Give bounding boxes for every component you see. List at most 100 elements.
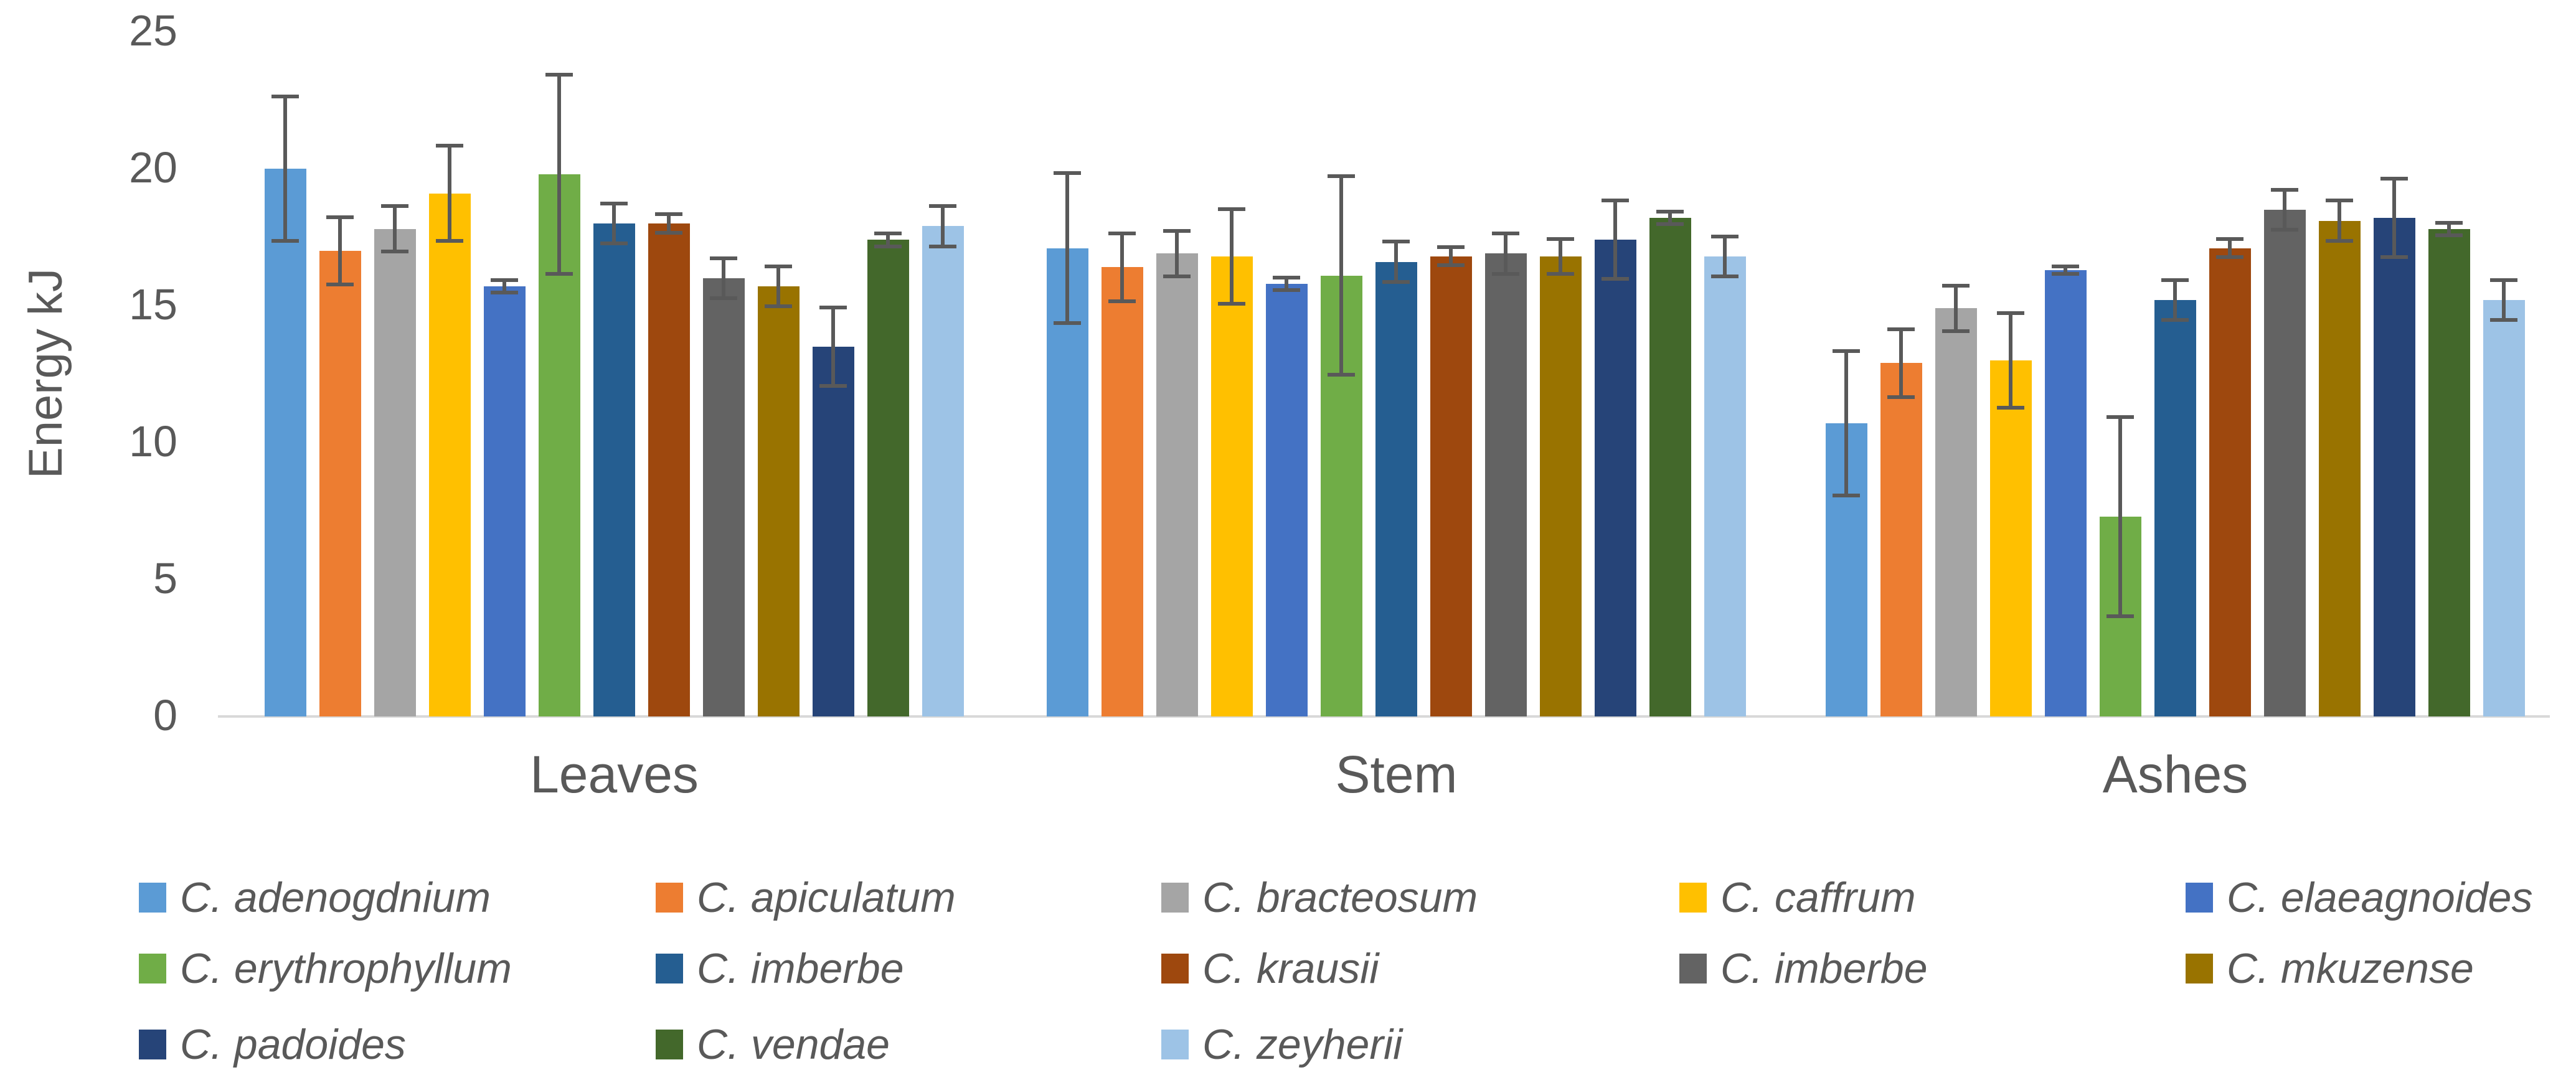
bar-series-9 (1485, 253, 1527, 716)
error-bar-cap-bottom (1997, 406, 2024, 410)
error-bar (2228, 237, 2232, 260)
bar-series-5 (2045, 270, 2087, 716)
plot-area (218, 32, 2550, 718)
bar-slot (319, 32, 361, 716)
error-bar (1230, 207, 1234, 306)
error-bar (1613, 199, 1617, 281)
error-bar-cap-bottom (2490, 318, 2517, 322)
error-bar (2447, 220, 2451, 237)
legend-label: C. adenogdnium (180, 874, 491, 921)
legend-color-swatch (1161, 883, 1189, 913)
error-bar-cap-bottom (929, 244, 956, 248)
error-bar-cap-top (2490, 278, 2517, 282)
error-bar-cap-bottom (2435, 233, 2463, 237)
legend-color-swatch (139, 954, 166, 983)
bar-slot (1880, 32, 1922, 716)
error-bar-cap-bottom (545, 271, 573, 276)
legend-color-swatch (2186, 883, 2213, 913)
bar-series-4 (1990, 360, 2032, 716)
error-bar-cap-top (1887, 327, 1915, 332)
error-bar-cap-bottom (491, 291, 518, 295)
bar-slot (1540, 32, 1582, 716)
legend-label: C. krausii (1202, 945, 1379, 992)
error-bar-cap-bottom (381, 250, 408, 254)
error-bar-cap-bottom (1328, 373, 1355, 377)
bar-series-8 (2209, 248, 2251, 716)
bar-series-3 (1156, 253, 1198, 716)
error-bar-cap-bottom (1833, 494, 1860, 497)
x-category-label-ashes: Ashes (2102, 745, 2248, 804)
bar-series-8 (648, 223, 690, 716)
bar-slot (1704, 32, 1746, 716)
error-bar (2173, 278, 2177, 322)
error-bar-cap-bottom (819, 384, 847, 388)
bar-series-12 (1649, 218, 1691, 716)
bar-series-10 (2319, 220, 2361, 716)
error-bar-cap-bottom (1218, 302, 1245, 306)
bar-series-9 (2264, 210, 2306, 716)
bar-series-3 (1935, 308, 1977, 716)
error-bar-cap-bottom (1656, 222, 1684, 227)
error-bar-cap-bottom (1711, 275, 1739, 278)
bar-slot (1375, 32, 1417, 716)
legend-color-swatch (656, 1030, 683, 1059)
error-bar (1954, 283, 1958, 333)
legend-label: C. mkuzense (2227, 945, 2474, 992)
bar-series-10 (1540, 256, 1582, 716)
legend-label: C. vendae (697, 1021, 890, 1068)
legend-label: C. padoides (180, 1021, 406, 1068)
error-bar-cap-top (1328, 174, 1355, 178)
bar-slot (1266, 32, 1308, 716)
bar-slot (1935, 32, 1977, 716)
error-bar-cap-bottom (655, 230, 682, 235)
bar-series-12 (2428, 228, 2470, 716)
error-bar (722, 256, 725, 301)
error-bar-cap-bottom (1108, 299, 1136, 303)
error-bar-cap-top (271, 95, 299, 99)
error-bar (1449, 245, 1453, 268)
error-bar-cap-top (1382, 240, 1410, 244)
bar-series-2 (1102, 267, 1143, 716)
bar-series-11 (1595, 240, 1636, 716)
error-bar (1559, 237, 1562, 276)
bar-group-leaves (265, 32, 964, 716)
bar-series-7 (593, 223, 635, 716)
bar-series-2 (319, 251, 361, 716)
error-bar (1339, 174, 1343, 377)
legend-item-5: C. elaeagnoides (2186, 876, 2532, 919)
bar-slot (813, 32, 854, 716)
legend-color-swatch (1679, 883, 1707, 913)
error-bar (941, 204, 945, 248)
error-bar-cap-top (1218, 207, 1245, 211)
bar-slot (1102, 32, 1143, 716)
error-bar-cap-top (1997, 311, 2024, 315)
bar-series-10 (758, 286, 800, 716)
legend-item-4: C. caffrum (1679, 876, 1916, 919)
error-bar-cap-bottom (2052, 271, 2079, 276)
bar-slot (1430, 32, 1472, 716)
y-tick-label: 10 (129, 417, 177, 466)
bar-series-1 (1047, 248, 1088, 716)
error-bar-cap-top (710, 256, 737, 260)
error-bar-cap-bottom (1887, 395, 1915, 399)
error-bar (283, 95, 287, 243)
error-bar-cap-bottom (765, 304, 792, 309)
error-bar-cap-bottom (2216, 255, 2243, 260)
error-bar (2009, 311, 2012, 410)
legend-color-swatch (1161, 954, 1189, 983)
error-bar-cap-bottom (1273, 288, 1300, 292)
legend-item-3: C. bracteosum (1161, 876, 1478, 919)
error-bar (886, 232, 890, 248)
bar-slot (2428, 32, 2470, 716)
bar-slot (1321, 32, 1362, 716)
bar-series-3 (374, 228, 416, 716)
bar-series-13 (1704, 256, 1746, 716)
error-bar-cap-bottom (1054, 321, 1081, 325)
error-bar-cap-top (2380, 177, 2408, 181)
error-bar-cap-bottom (1382, 279, 1410, 284)
bar-series-13 (2483, 300, 2525, 716)
legend-item-6: C. erythrophyllum (139, 947, 512, 990)
bar-slot (2154, 32, 2196, 716)
legend-item-7: C. imberbe (656, 947, 904, 990)
error-bar-cap-bottom (710, 296, 737, 301)
